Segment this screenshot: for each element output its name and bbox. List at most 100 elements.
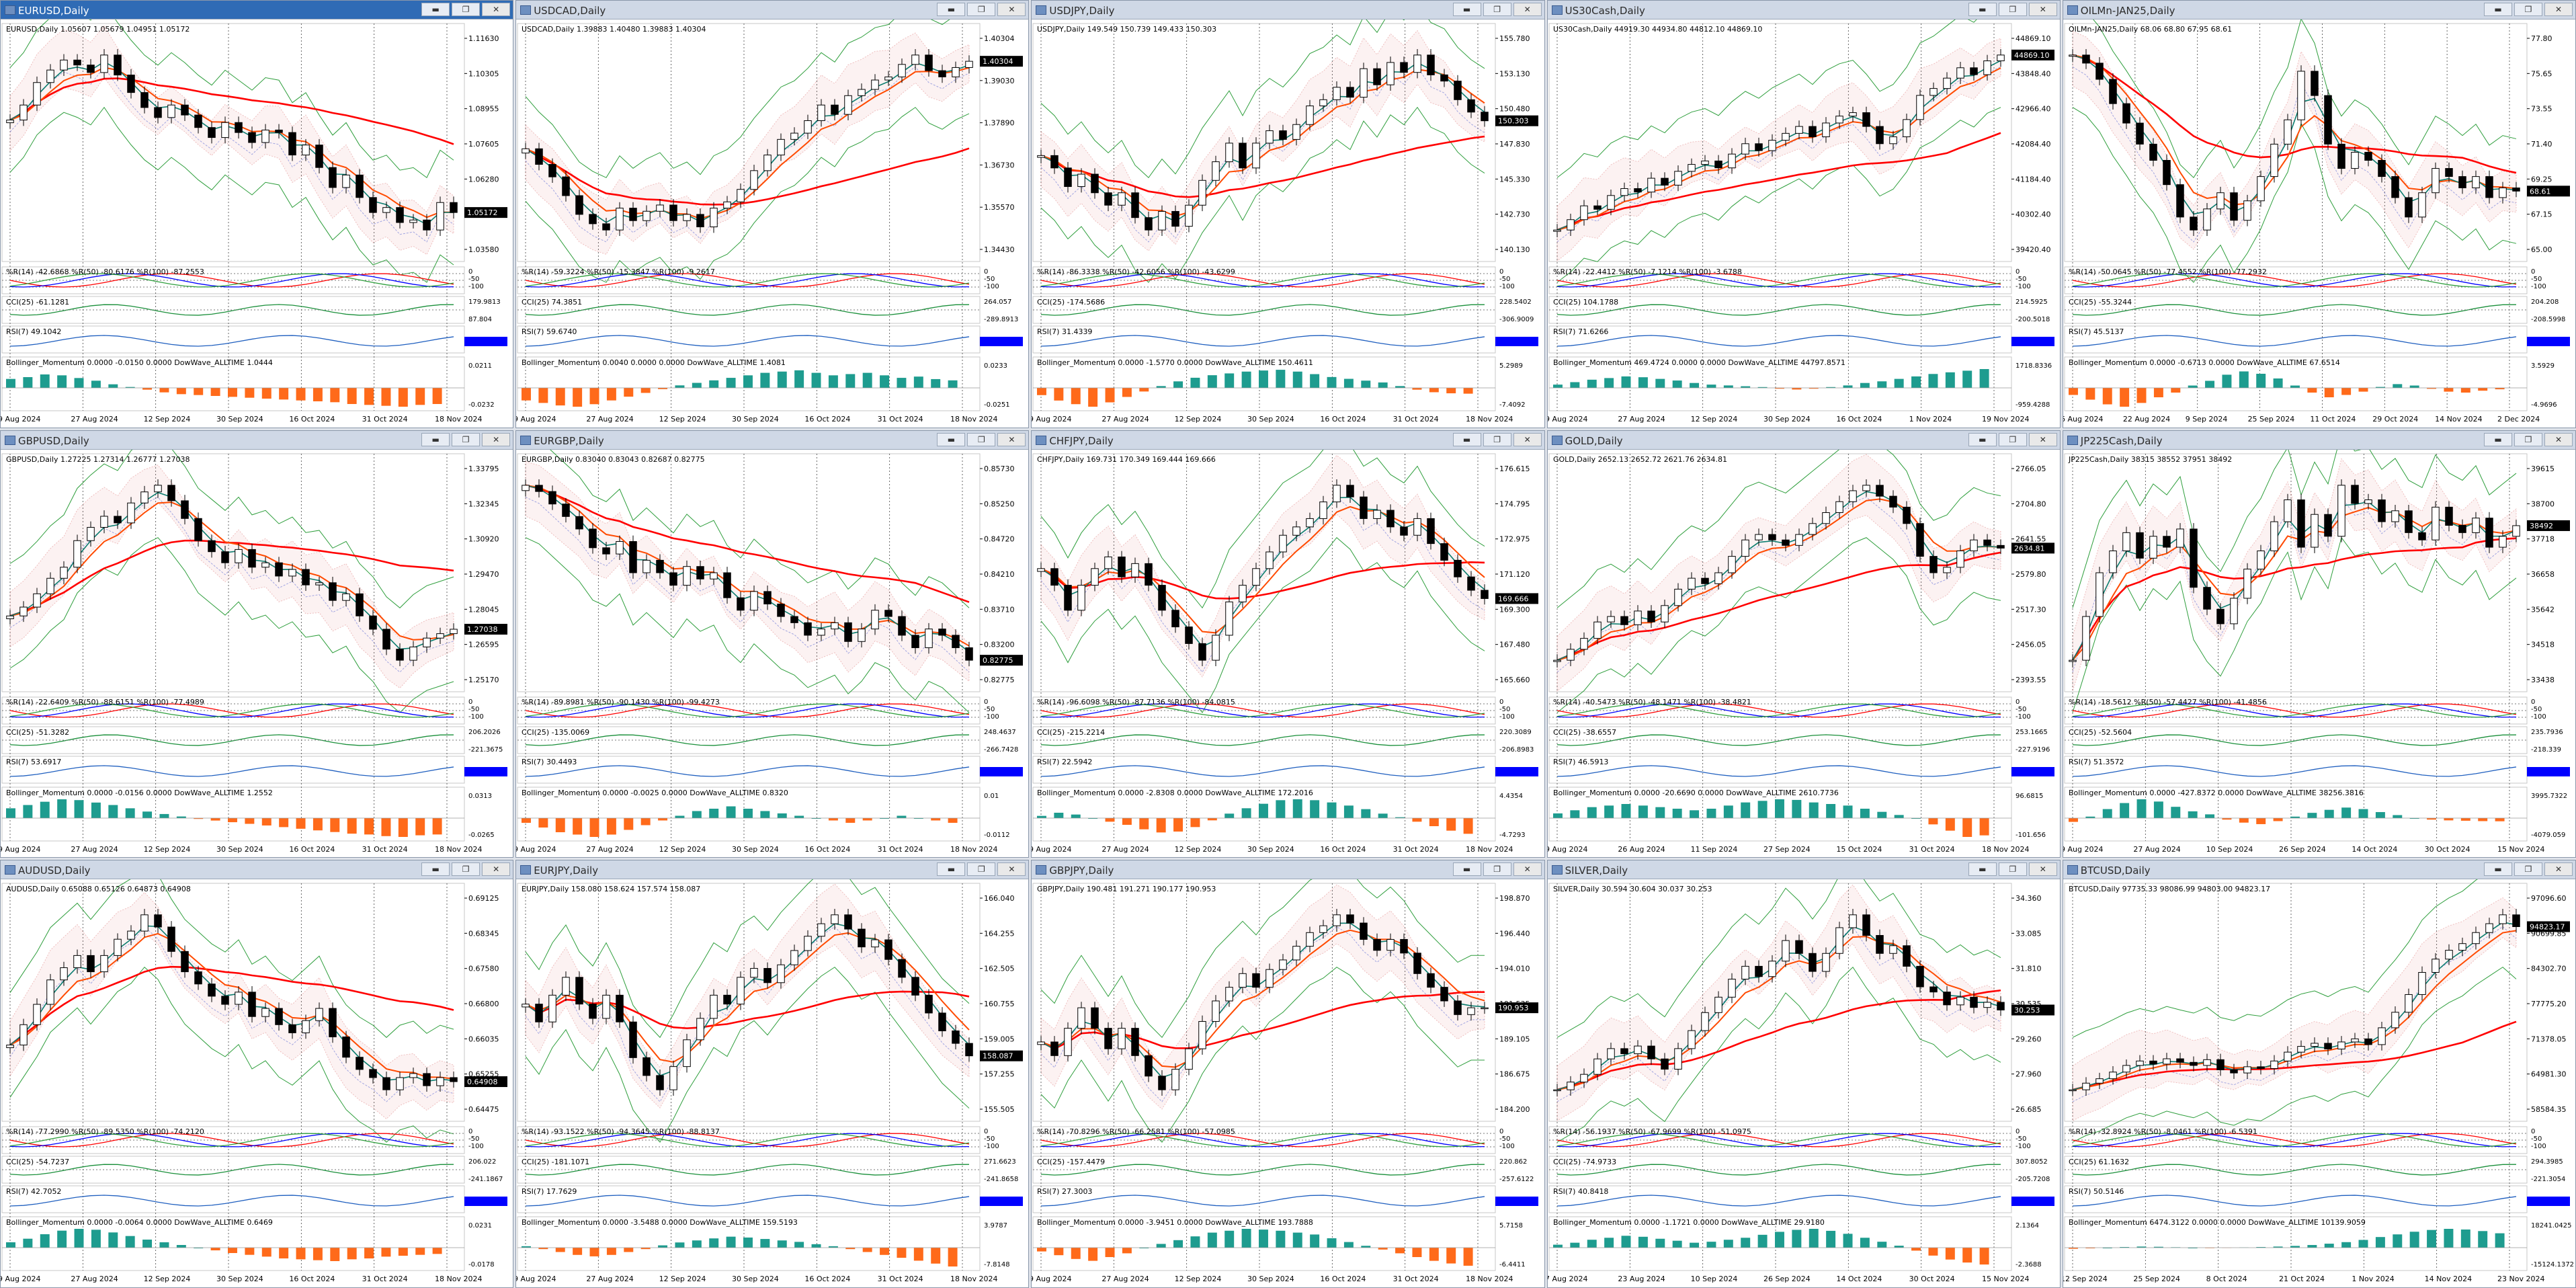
maximize-button[interactable]: ❐: [452, 432, 481, 446]
close-button[interactable]: ✕: [2028, 432, 2057, 446]
chart-title-bar[interactable]: USDJPY,Daily ▬ ❐ ✕: [1032, 1, 1544, 19]
maximize-button[interactable]: ❐: [967, 862, 996, 877]
chart-title-bar[interactable]: EURUSD,Daily ▬ ❐ ✕: [1, 1, 513, 19]
maximize-button[interactable]: ❐: [1483, 432, 1511, 446]
chart-canvas[interactable]: 9 Aug 2024 27 Aug 2024 12 Sep 2024 30 Sep 2…: [1032, 19, 1544, 426]
chart-title-bar[interactable]: AUDUSD,Daily ▬ ❐ ✕: [1, 860, 513, 880]
chart-title-bar[interactable]: USDCAD,Daily ▬ ❐ ✕: [516, 1, 1029, 19]
maximize-button[interactable]: ❐: [452, 3, 481, 16]
minimize-button[interactable]: ▬: [421, 3, 450, 16]
chart-canvas[interactable]: 9 Aug 2024 27 Aug 2024 12 Sep 2024 30 Sep 2…: [1548, 19, 2061, 426]
chart-plot-area[interactable]: 9 Aug 2024 27 Aug 2024 12 Sep 2024 30 Sep 2…: [1548, 19, 2060, 428]
minimize-button[interactable]: ▬: [2484, 432, 2512, 446]
close-button[interactable]: ✕: [997, 3, 1026, 16]
chart-window-gbpusd[interactable]: GBPUSD,Daily ▬ ❐ ✕ 9 Aug 2024 27 Aug 2024…: [0, 430, 514, 858]
chart-canvas[interactable]: 9 Aug 2024 27 Aug 2024 12 Sep 2024 30 Sep 2…: [1, 879, 513, 1285]
close-button[interactable]: ✕: [482, 3, 511, 16]
chart-window-usdcad[interactable]: USDCAD,Daily ▬ ❐ ✕ 9 Aug 2024 27 Aug 2024…: [515, 0, 1030, 428]
chart-canvas[interactable]: 9 Aug 2024 27 Aug 2024 12 Sep 2024 30 Sep 2…: [516, 19, 1029, 426]
chart-title-bar[interactable]: EURGBP,Daily ▬ ❐ ✕: [516, 430, 1029, 450]
chart-canvas[interactable]: 9 Aug 2024 27 Aug 2024 12 Sep 2024 30 Sep 2…: [1, 19, 513, 426]
close-button[interactable]: ✕: [482, 432, 511, 446]
chart-plot-area[interactable]: 9 Aug 2024 27 Aug 2024 10 Sep 2024 26 Sep 2…: [2063, 449, 2576, 858]
minimize-button[interactable]: ▬: [1968, 862, 1997, 877]
chart-plot-area[interactable]: 9 Aug 2024 26 Aug 2024 11 Sep 2024 27 Sep 2…: [1548, 449, 2061, 858]
chart-plot-area[interactable]: 9 Aug 2024 27 Aug 2024 12 Sep 2024 30 Sep 2…: [1, 879, 513, 1287]
chart-window-oilmn-jan25[interactable]: OILMn-JAN25,Daily ▬ ❐ ✕ 6 Aug 2024 22 Aug…: [2062, 0, 2576, 428]
chart-title-bar[interactable]: CHFJPY,Daily ▬ ❐ ✕: [1032, 430, 1544, 450]
maximize-button[interactable]: ❐: [2514, 3, 2542, 16]
maximize-button[interactable]: ❐: [1483, 3, 1511, 16]
chart-window-jp225cash[interactable]: JP225Cash,Daily ▬ ❐ ✕ 9 Aug 2024 27 Aug 2…: [2062, 430, 2576, 858]
close-button[interactable]: ✕: [2028, 3, 2057, 16]
chart-plot-area[interactable]: 9 Aug 2024 27 Aug 2024 12 Sep 2024 30 Sep 2…: [1, 19, 513, 428]
chart-plot-area[interactable]: 9 Aug 2024 27 Aug 2024 12 Sep 2024 30 Sep 2…: [1032, 449, 1544, 858]
chart-plot-area[interactable]: 7 Aug 2024 23 Aug 2024 10 Sep 2024 26 Sep 2…: [1548, 879, 2060, 1287]
close-button[interactable]: ✕: [997, 862, 1026, 877]
chart-canvas[interactable]: 7 Aug 2024 23 Aug 2024 10 Sep 2024 26 Sep 2…: [1548, 879, 2061, 1285]
chart-plot-area[interactable]: 9 Aug 2024 27 Aug 2024 12 Sep 2024 30 Sep 2…: [1032, 879, 1544, 1287]
maximize-button[interactable]: ❐: [1998, 862, 2027, 877]
chart-window-chfjpy[interactable]: CHFJPY,Daily ▬ ❐ ✕ 9 Aug 2024 27 Aug 2024…: [1031, 430, 1545, 858]
chart-plot-area[interactable]: 9 Aug 2024 27 Aug 2024 12 Sep 2024 30 Sep 2…: [516, 879, 1028, 1287]
chart-window-silver[interactable]: SILVER,Daily ▬ ❐ ✕ 7 Aug 2024 23 Aug 2024…: [1546, 860, 2061, 1288]
chart-canvas[interactable]: 9 Aug 2024 27 Aug 2024 12 Sep 2024 30 Sep 2…: [1, 449, 513, 856]
maximize-button[interactable]: ❐: [1998, 3, 2027, 16]
close-button[interactable]: ✕: [2544, 432, 2573, 446]
close-button[interactable]: ✕: [997, 432, 1026, 446]
chart-canvas[interactable]: 9 Aug 2024 27 Aug 2024 10 Sep 2024 26 Sep 2…: [2063, 449, 2576, 856]
chart-window-usdjpy[interactable]: USDJPY,Daily ▬ ❐ ✕ 9 Aug 2024 27 Aug 2024…: [1031, 0, 1545, 428]
maximize-button[interactable]: ❐: [967, 432, 996, 446]
chart-title-bar[interactable]: GBPUSD,Daily ▬ ❐ ✕: [1, 430, 513, 450]
maximize-button[interactable]: ❐: [2514, 862, 2542, 877]
minimize-button[interactable]: ▬: [937, 3, 966, 16]
chart-window-gold[interactable]: GOLD,Daily ▬ ❐ ✕ 9 Aug 2024 26 Aug 2024 11…: [1546, 430, 2061, 858]
chart-plot-area[interactable]: 6 Aug 2024 22 Aug 2024 9 Sep 2024 25 Sep 20…: [2063, 19, 2575, 428]
close-button[interactable]: ✕: [1513, 3, 1542, 16]
minimize-button[interactable]: ▬: [937, 862, 966, 877]
chart-title-bar[interactable]: EURJPY,Daily ▬ ❐ ✕: [516, 860, 1029, 880]
chart-title-bar[interactable]: GOLD,Daily ▬ ❐ ✕: [1547, 430, 2060, 450]
minimize-button[interactable]: ▬: [2484, 862, 2512, 877]
chart-title-bar[interactable]: OILMn-JAN25,Daily ▬ ❐ ✕: [2063, 1, 2575, 19]
minimize-button[interactable]: ▬: [2484, 3, 2512, 16]
chart-canvas[interactable]: 9 Aug 2024 27 Aug 2024 12 Sep 2024 30 Sep 2…: [516, 879, 1029, 1285]
maximize-button[interactable]: ❐: [452, 862, 481, 877]
maximize-button[interactable]: ❐: [967, 3, 996, 16]
close-button[interactable]: ✕: [482, 862, 511, 877]
minimize-button[interactable]: ▬: [1452, 862, 1481, 877]
chart-title-bar[interactable]: SILVER,Daily ▬ ❐ ✕: [1547, 860, 2060, 880]
chart-plot-area[interactable]: 9 Aug 2024 27 Aug 2024 12 Sep 2024 30 Sep 2…: [516, 449, 1029, 858]
chart-plot-area[interactable]: 9 Aug 2024 27 Aug 2024 12 Sep 2024 30 Sep 2…: [1, 449, 513, 858]
minimize-button[interactable]: ▬: [421, 432, 450, 446]
chart-plot-area[interactable]: 12 Sep 2024 25 Sep 2024 8 Oct 2024 21 Oct 2…: [2063, 879, 2575, 1287]
chart-title-bar[interactable]: BTCUSD,Daily ▬ ❐ ✕: [2063, 860, 2575, 880]
chart-window-eurusd[interactable]: EURUSD,Daily ▬ ❐ ✕ 9 Aug 2024 27 Aug 2024…: [0, 0, 514, 428]
chart-window-audusd[interactable]: AUDUSD,Daily ▬ ❐ ✕ 9 Aug 2024 27 Aug 2024…: [0, 860, 514, 1288]
minimize-button[interactable]: ▬: [937, 432, 966, 446]
chart-canvas[interactable]: 9 Aug 2024 26 Aug 2024 11 Sep 2024 27 Sep 2…: [1548, 449, 2061, 856]
chart-window-eurgbp[interactable]: EURGBP,Daily ▬ ❐ ✕ 9 Aug 2024 27 Aug 2024…: [515, 430, 1030, 858]
minimize-button[interactable]: ▬: [1452, 432, 1481, 446]
close-button[interactable]: ✕: [1513, 862, 1542, 877]
chart-canvas[interactable]: 6 Aug 2024 22 Aug 2024 9 Sep 2024 25 Sep 20…: [2063, 19, 2576, 426]
chart-plot-area[interactable]: 9 Aug 2024 27 Aug 2024 12 Sep 2024 30 Sep 2…: [1032, 19, 1544, 428]
minimize-button[interactable]: ▬: [1452, 3, 1481, 16]
chart-window-eurjpy[interactable]: EURJPY,Daily ▬ ❐ ✕ 9 Aug 2024 27 Aug 2024…: [515, 860, 1030, 1288]
chart-canvas[interactable]: 9 Aug 2024 27 Aug 2024 12 Sep 2024 30 Sep 2…: [1032, 449, 1544, 856]
chart-canvas[interactable]: 9 Aug 2024 27 Aug 2024 12 Sep 2024 30 Sep 2…: [516, 449, 1029, 856]
chart-title-bar[interactable]: GBPJPY,Daily ▬ ❐ ✕: [1032, 860, 1544, 880]
maximize-button[interactable]: ❐: [2514, 432, 2542, 446]
chart-plot-area[interactable]: 9 Aug 2024 27 Aug 2024 12 Sep 2024 30 Sep 2…: [516, 19, 1028, 428]
chart-canvas[interactable]: 12 Sep 2024 25 Sep 2024 8 Oct 2024 21 Oct 2…: [2063, 879, 2576, 1285]
minimize-button[interactable]: ▬: [421, 862, 450, 877]
close-button[interactable]: ✕: [2544, 3, 2573, 16]
chart-window-us30cash[interactable]: US30Cash,Daily ▬ ❐ ✕ 9 Aug 2024 27 Aug 20…: [1546, 0, 2061, 428]
chart-window-gbpjpy[interactable]: GBPJPY,Daily ▬ ❐ ✕ 9 Aug 2024 27 Aug 2024…: [1031, 860, 1545, 1288]
maximize-button[interactable]: ❐: [1998, 432, 2027, 446]
chart-title-bar[interactable]: JP225Cash,Daily ▬ ❐ ✕: [2063, 430, 2575, 450]
chart-title-bar[interactable]: US30Cash,Daily ▬ ❐ ✕: [1547, 1, 2060, 19]
minimize-button[interactable]: ▬: [1968, 432, 1997, 446]
chart-canvas[interactable]: 9 Aug 2024 27 Aug 2024 12 Sep 2024 30 Sep 2…: [1032, 879, 1544, 1285]
close-button[interactable]: ✕: [2544, 862, 2573, 877]
